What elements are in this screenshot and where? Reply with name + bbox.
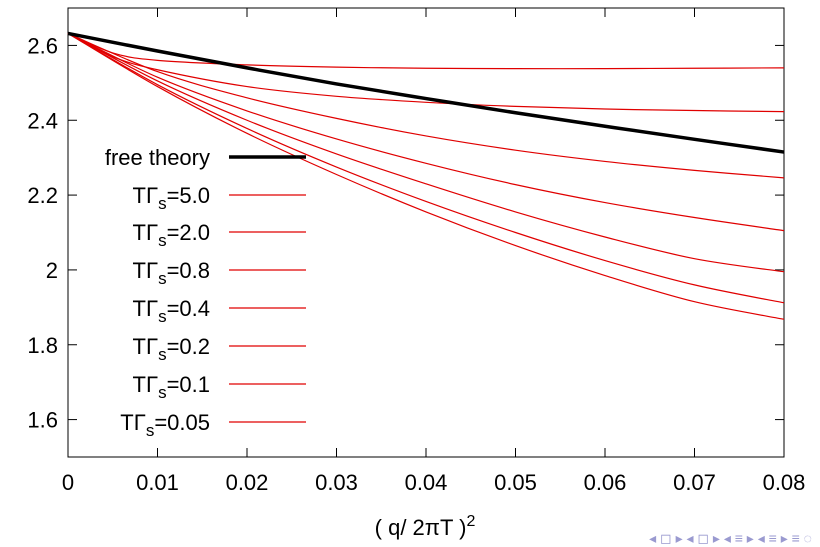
legend-label-tail: =0.8 xyxy=(167,258,210,283)
legend-label-sub: s xyxy=(158,194,167,213)
legend-label-main: TΓ xyxy=(133,258,159,283)
legend-label-main: free theory xyxy=(105,145,210,170)
y-tick-label: 2.2 xyxy=(27,183,58,208)
legend-label: TΓs=0.1 xyxy=(133,372,211,402)
x-tick-label: 0.01 xyxy=(136,470,179,495)
y-tick-label: 2.6 xyxy=(27,33,58,58)
y-tick-label: 1.8 xyxy=(27,333,58,358)
x-tick-label: 0.03 xyxy=(315,470,358,495)
series-line xyxy=(67,32,785,179)
legend-label: free theory xyxy=(105,145,210,170)
x-axis-label: ( q/ 2πT )2 xyxy=(375,513,476,540)
legend-label-tail: =2.0 xyxy=(167,220,210,245)
legend-label-main: TΓ xyxy=(133,334,159,359)
legend-label-sub: s xyxy=(158,269,167,288)
legend-label-main: TΓ xyxy=(133,296,159,321)
legend-label-tail: =0.1 xyxy=(167,372,210,397)
legend: free theoryTΓs=5.0TΓs=2.0TΓs=0.8TΓs=0.4T… xyxy=(105,145,306,440)
series-line xyxy=(67,32,785,70)
x-tick-label: 0 xyxy=(62,470,74,495)
legend-label: TΓs=0.2 xyxy=(133,334,211,364)
slide-nav-glyphs[interactable]: ◂ ◻ ▸ ◂ ◻ ▸ ◂ ≡ ▸ ◂ ≡ ▸ ≡ ◌ xyxy=(649,530,812,546)
x-tick-label: 0.05 xyxy=(494,470,537,495)
series-line xyxy=(67,32,785,232)
legend-label-main: TΓ xyxy=(133,183,159,208)
legend-label: TΓs=0.4 xyxy=(133,296,211,326)
legend-label-sub: s xyxy=(158,345,167,364)
y-tick-label: 2.4 xyxy=(27,108,58,133)
legend-label-sub: s xyxy=(158,383,167,402)
series-line xyxy=(67,32,785,320)
legend-label-sub: s xyxy=(158,231,167,250)
axis-ticks: 0 0.01 0.02 0.03 0.04 0.05 0.06 0.07 0.08 1.6 1.8 2… xyxy=(27,8,805,495)
legend-label: TΓs=0.05 xyxy=(120,410,210,440)
series-line xyxy=(67,31,785,154)
y-tick-label: 2 xyxy=(46,258,58,283)
legend-label-main: TΓ xyxy=(133,372,159,397)
series-line xyxy=(67,32,785,273)
legend-label: TΓs=2.0 xyxy=(133,220,211,250)
legend-label-tail: =5.0 xyxy=(167,183,210,208)
y-tick-label: 1.6 xyxy=(27,408,58,433)
legend-label: TΓs=0.8 xyxy=(133,258,211,288)
legend-label-sub: s xyxy=(146,421,155,440)
x-axis-label-main: ( q/ 2πT ) xyxy=(375,515,467,540)
legend-label-sub: s xyxy=(158,307,167,326)
x-tick-label: 0.02 xyxy=(226,470,269,495)
legend-label-tail: =0.4 xyxy=(167,296,210,321)
x-axis-label-sup: 2 xyxy=(466,513,475,530)
legend-label: TΓs=5.0 xyxy=(133,183,211,213)
series-layer xyxy=(67,31,785,320)
x-tick-label: 0.07 xyxy=(673,470,716,495)
x-tick-label: 0.08 xyxy=(763,470,806,495)
legend-label-main: TΓ xyxy=(120,410,146,435)
legend-label-tail: =0.05 xyxy=(154,410,210,435)
x-tick-label: 0.04 xyxy=(405,470,448,495)
series-line xyxy=(67,32,785,304)
legend-label-tail: =0.2 xyxy=(167,334,210,359)
x-tick-label: 0.06 xyxy=(584,470,627,495)
legend-label-main: TΓ xyxy=(133,220,159,245)
